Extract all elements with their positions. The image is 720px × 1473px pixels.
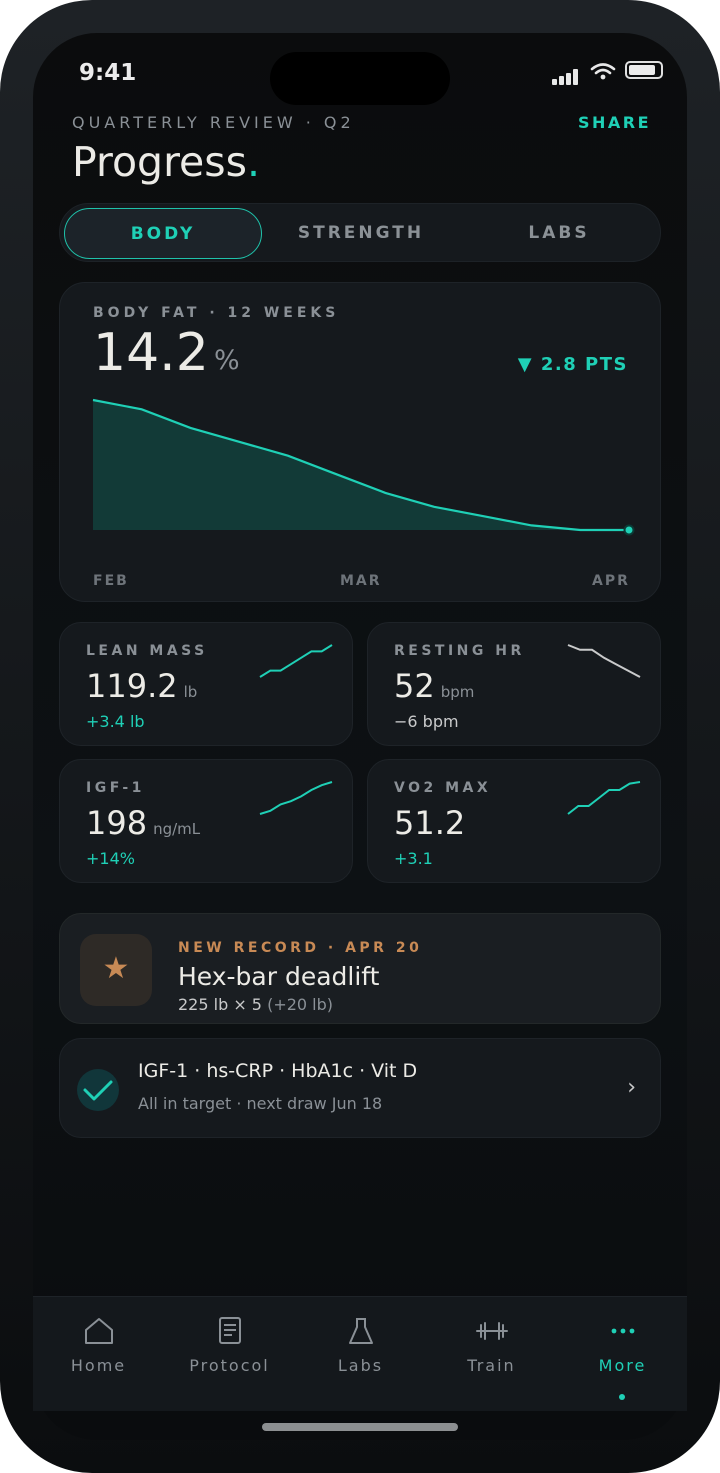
sparkline xyxy=(567,781,641,815)
stat-label: LEAN MASS xyxy=(86,643,208,659)
stat-unit: ng/mL xyxy=(153,820,201,838)
sparkline-path xyxy=(567,644,641,678)
stat-card-igf-1[interactable]: IGF-1 198 ng/mL +14% xyxy=(59,759,353,883)
tab-bar xyxy=(33,1296,687,1411)
page-title-text: Progress xyxy=(72,138,247,186)
tab-label: Labs xyxy=(337,1356,384,1375)
tab-more[interactable]: More xyxy=(557,1306,688,1400)
month-label-feb: FEB xyxy=(93,573,129,589)
body-fat-line xyxy=(92,398,629,532)
stat-value: 119.2 lb xyxy=(86,667,197,705)
stat-value: 51.2 xyxy=(394,804,471,842)
tab-labs[interactable]: Labs xyxy=(295,1306,426,1375)
battery-icon xyxy=(625,61,663,79)
body-fat-chart xyxy=(92,398,635,536)
stat-card-lean-mass[interactable]: LEAN MASS 119.2 lb +3.4 lb xyxy=(59,622,353,746)
active-tab-dot xyxy=(619,1394,625,1400)
sparkline xyxy=(259,644,333,678)
stat-value: 52 bpm xyxy=(394,667,474,705)
record-title: Hex-bar deadlift xyxy=(178,962,380,991)
new-record-card[interactable]: ★ NEW RECORD · APR 20 Hex-bar deadlift 2… xyxy=(59,913,661,1024)
tab-protocol[interactable]: Protocol xyxy=(164,1306,295,1375)
review-eyebrow: QUARTERLY REVIEW · Q2 xyxy=(72,113,355,132)
sparkline-path xyxy=(259,644,333,678)
body-fat-value: 14.2 xyxy=(93,323,209,383)
segment-body[interactable]: BODY xyxy=(64,208,262,259)
record-detail: 225 lb × 5 (+20 lb) xyxy=(178,995,333,1014)
home-icon xyxy=(84,1318,113,1344)
stat-label: RESTING HR xyxy=(394,643,525,659)
sparkline-path xyxy=(259,781,333,815)
wifi-icon xyxy=(590,63,616,80)
stat-unit: bpm xyxy=(440,683,475,701)
stat-card-resting-hr[interactable]: RESTING HR 52 bpm −6 bpm xyxy=(367,622,661,746)
body-fat-area xyxy=(93,400,629,530)
body-fat-unit: % xyxy=(214,345,240,376)
stat-value-number: 198 xyxy=(86,804,148,842)
title-accent-dot: . xyxy=(246,138,261,186)
check-icon xyxy=(77,1069,119,1111)
segment-control: BODY STRENGTH LABS xyxy=(59,203,661,262)
more-icon xyxy=(611,1328,634,1334)
dumbbell-icon xyxy=(475,1322,508,1340)
body-fat-delta: ▼ 2.8 PTS xyxy=(517,354,628,375)
stat-delta: +3.1 xyxy=(394,849,433,868)
dynamic-island xyxy=(270,52,450,105)
month-label-apr: APR xyxy=(592,573,630,589)
stat-label: VO2 MAX xyxy=(394,780,492,796)
stat-value-number: 51.2 xyxy=(394,804,466,842)
page-title: Progress. xyxy=(72,138,260,186)
body-fat-label: BODY FAT · 12 WEEKS xyxy=(93,305,340,321)
tab-label: More xyxy=(598,1356,647,1375)
tab-label: Train xyxy=(467,1356,516,1375)
record-eyebrow: NEW RECORD · APR 20 xyxy=(178,940,423,956)
share-button[interactable]: SHARE xyxy=(578,113,652,132)
tab-label: Protocol xyxy=(189,1356,270,1375)
sparkline xyxy=(567,644,641,678)
stat-value-number: 52 xyxy=(394,667,435,705)
stat-delta: −6 bpm xyxy=(394,712,459,731)
month-label-mar: MAR xyxy=(340,573,382,589)
star-icon: ★ xyxy=(80,934,152,1006)
home-indicator xyxy=(262,1423,458,1431)
labs-summary-card[interactable]: IGF-1 · hs-CRP · HbA1c · Vit D All in ta… xyxy=(59,1038,661,1138)
labs-subtitle: All in target · next draw Jun 18 xyxy=(138,1094,383,1113)
record-detail-extra: (+20 lb) xyxy=(267,995,334,1014)
flask-icon xyxy=(348,1318,373,1344)
labs-title: IGF-1 · hs-CRP · HbA1c · Vit D xyxy=(138,1060,418,1082)
chevron-right-icon: › xyxy=(627,1075,636,1100)
sparkline xyxy=(259,781,333,815)
stat-unit: lb xyxy=(183,683,198,701)
stat-delta: +14% xyxy=(86,849,135,868)
segment-strength[interactable]: STRENGTH xyxy=(297,223,425,243)
stat-value: 198 ng/mL xyxy=(86,804,200,842)
record-detail-main: 225 lb × 5 xyxy=(178,995,262,1014)
signal-icon xyxy=(552,66,584,85)
stat-delta: +3.4 lb xyxy=(86,712,145,731)
tab-train[interactable]: Train xyxy=(426,1306,557,1375)
sparkline-path xyxy=(567,781,641,815)
body-fat-point xyxy=(623,524,635,536)
status-time: 9:41 xyxy=(79,60,137,86)
tab-home[interactable]: Home xyxy=(33,1306,164,1375)
body-fat-card[interactable]: BODY FAT · 12 WEEKS 14.2 % ▼ 2.8 PTS FEB… xyxy=(59,282,661,602)
document-icon xyxy=(218,1317,241,1344)
segment-labs[interactable]: LABS xyxy=(528,223,590,243)
stat-card-vo2-max[interactable]: VO2 MAX 51.2 +3.1 xyxy=(367,759,661,883)
stat-label: IGF-1 xyxy=(86,780,145,796)
stat-value-number: 119.2 xyxy=(86,667,178,705)
tab-label: Home xyxy=(70,1356,127,1375)
